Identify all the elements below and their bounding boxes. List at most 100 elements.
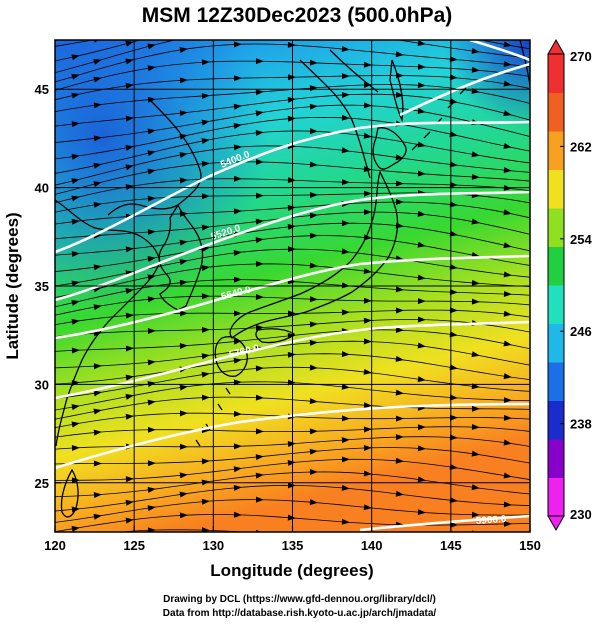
streamline-arrow bbox=[71, 195, 80, 202]
streamline-arrow bbox=[309, 232, 318, 239]
colorbar-min-triangle bbox=[547, 515, 565, 532]
streamline-arrow bbox=[310, 0, 318, 2]
streamline-arrow bbox=[201, 326, 210, 333]
streamline-arrow bbox=[503, 520, 512, 527]
streamline-arrow bbox=[233, 410, 242, 417]
streamline-arrow bbox=[417, 141, 426, 148]
streamline-arrow bbox=[417, 509, 426, 516]
streamline-arrow bbox=[395, 415, 404, 422]
streamline-arrow bbox=[309, 428, 318, 435]
streamline-arrow bbox=[201, 224, 210, 231]
streamline-arrow bbox=[503, 290, 512, 297]
streamline-arrow bbox=[363, 426, 372, 433]
streamline-arrow bbox=[201, 138, 210, 145]
streamline-arrow bbox=[255, 472, 264, 479]
streamline-arrow bbox=[93, 76, 102, 83]
colorbar-tick-label-262: 262 bbox=[570, 139, 592, 154]
streamline-arrow bbox=[341, 518, 350, 525]
streamline-arrow bbox=[125, 82, 134, 89]
streamline-arrow bbox=[147, 96, 156, 103]
streamline-arrow bbox=[71, 347, 80, 354]
streamline-arrow bbox=[93, 363, 102, 370]
streamline-arrow bbox=[93, 58, 102, 65]
streamline-arrow bbox=[71, 299, 80, 306]
streamline-arrow bbox=[71, 421, 80, 428]
coastline-taiwan bbox=[60, 468, 79, 518]
streamline-arrow bbox=[233, 276, 242, 283]
streamline-arrow bbox=[503, 110, 512, 116]
streamline bbox=[55, 340, 530, 369]
streamline-arrow bbox=[72, 25, 80, 31]
y-tick-label-30: 30 bbox=[35, 377, 49, 392]
streamline-arrow bbox=[179, 47, 188, 53]
streamline-arrow bbox=[287, 246, 296, 253]
streamline-arrow bbox=[471, 66, 480, 73]
streamline-arrow bbox=[93, 201, 102, 208]
streamline-arrow bbox=[179, 512, 188, 519]
credit-drawing: Drawing by DCL (https://www.gfd-dennou.o… bbox=[163, 594, 436, 605]
colorbar-frame bbox=[547, 53, 565, 517]
streamline-arrow bbox=[471, 218, 480, 225]
streamline-arrow bbox=[471, 450, 480, 457]
y-axis-ticks: 25 30 35 40 45 bbox=[35, 82, 61, 491]
streamline-arrow bbox=[71, 404, 80, 411]
coastline-kyushu bbox=[214, 336, 248, 377]
streamline-arrow bbox=[309, 339, 318, 346]
colorbar-segment bbox=[548, 400, 564, 440]
streamline-arrow bbox=[287, 482, 296, 489]
streamline-arrow bbox=[255, 89, 264, 96]
streamline-arrow bbox=[125, 144, 134, 151]
streamline-arrow bbox=[147, 195, 156, 202]
streamline-arrow bbox=[417, 107, 426, 114]
streamline-arrow bbox=[71, 280, 80, 287]
streamline-arrow bbox=[395, 91, 404, 98]
streamline-arrow bbox=[233, 511, 242, 518]
streamline bbox=[55, 130, 530, 174]
streamline-arrow bbox=[309, 212, 318, 219]
streamline-arrow bbox=[125, 413, 134, 420]
streamline-arrow bbox=[233, 310, 242, 317]
streamline-arrow bbox=[395, 307, 404, 314]
streamline-arrow bbox=[179, 27, 187, 33]
streamline-arrow bbox=[309, 103, 318, 110]
streamline-arrow bbox=[449, 263, 458, 270]
colorbar-segment bbox=[548, 246, 564, 286]
x-tick-label-135: 135 bbox=[282, 538, 304, 553]
streamline-arrow bbox=[147, 399, 156, 406]
streamline-arrow bbox=[93, 429, 102, 436]
streamline bbox=[55, 235, 530, 272]
streamline-arrow bbox=[395, 180, 404, 187]
streamline bbox=[55, 426, 530, 438]
streamline-arrow bbox=[125, 58, 134, 65]
streamline-arrow bbox=[71, 121, 80, 128]
streamline-arrow bbox=[449, 497, 458, 504]
colorbar-segment bbox=[548, 208, 564, 247]
streamline-arrow bbox=[233, 466, 242, 473]
streamline-arrow bbox=[202, 561, 210, 567]
streamline-arrow bbox=[417, 445, 426, 452]
streamline-arrow bbox=[471, 279, 480, 286]
streamline-arrow bbox=[309, 448, 318, 455]
streamline-arrow bbox=[125, 374, 134, 381]
streamline-arrow bbox=[255, 428, 264, 435]
streamline-arrow bbox=[179, 239, 188, 246]
streamline-arrow bbox=[471, 151, 480, 158]
streamline-arrow bbox=[309, 59, 318, 66]
streamline-arrow bbox=[287, 223, 296, 230]
streamline-arrow bbox=[471, 20, 479, 26]
streamline-arrow bbox=[255, 218, 264, 225]
streamline-arrow bbox=[287, 96, 296, 103]
streamline-arrow bbox=[449, 230, 458, 237]
streamline-arrow bbox=[309, 161, 318, 168]
streamline-arrow bbox=[503, 340, 512, 347]
y-tick-label-35: 35 bbox=[35, 279, 49, 294]
streamline-arrow bbox=[93, 135, 102, 142]
streamline-arrow bbox=[147, 296, 156, 303]
streamline-arrow bbox=[179, 110, 188, 117]
streamline-arrow bbox=[234, 0, 242, 3]
streamline-arrow bbox=[503, 439, 512, 446]
streamline-arrow bbox=[417, 82, 426, 89]
streamline-arrow bbox=[93, 390, 102, 397]
streamline-arrow bbox=[179, 343, 188, 349]
streamline-arrow bbox=[449, 522, 458, 529]
